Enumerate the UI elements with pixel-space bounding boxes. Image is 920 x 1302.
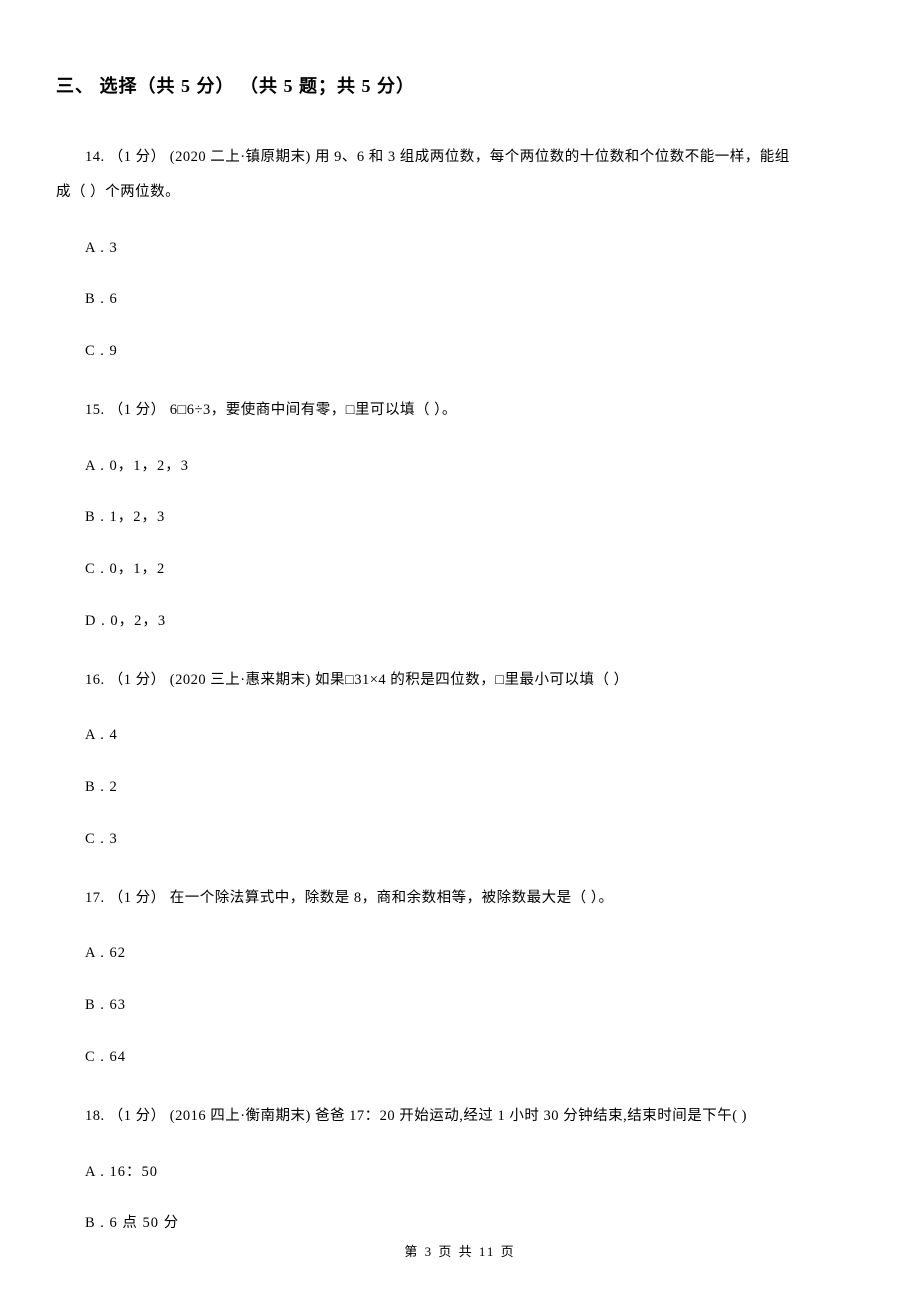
section-title: 三、 选择（共 5 分） （共 5 题；共 5 分）	[56, 72, 864, 98]
page-footer: 第 3 页 共 11 页	[0, 1241, 920, 1260]
question-14-option-a: A . 3	[56, 238, 864, 260]
question-15-option-c: C . 0，1，2	[56, 559, 864, 581]
question-15-text: 15. （1 分） 6□6÷3，要使商中间有零，□里可以填（ ）。	[56, 393, 864, 428]
question-15-option-b: B . 1，2，3	[56, 507, 864, 529]
question-18-option-a: A . 16：50	[56, 1162, 864, 1184]
question-16-option-a: A . 4	[56, 725, 864, 747]
question-18-option-b: B . 6 点 50 分	[56, 1213, 864, 1235]
question-15-option-a: A . 0，1，2，3	[56, 456, 864, 478]
question-14-text-line2: 成（ ）个两位数。	[56, 175, 864, 210]
question-17-option-a: A . 62	[56, 943, 864, 965]
question-17: 17. （1 分） 在一个除法算式中，除数是 8，商和余数相等，被除数最大是（ …	[56, 881, 864, 1069]
question-16: 16. （1 分） (2020 三上·惠来期末) 如果□31×4 的积是四位数，…	[56, 663, 864, 851]
question-14-option-b: B . 6	[56, 289, 864, 311]
question-14: 14. （1 分） (2020 二上·镇原期末) 用 9、6 和 3 组成两位数…	[56, 140, 864, 363]
question-16-option-b: B . 2	[56, 777, 864, 799]
question-17-option-b: B . 63	[56, 995, 864, 1017]
question-14-text-line1: 14. （1 分） (2020 二上·镇原期末) 用 9、6 和 3 组成两位数…	[56, 140, 864, 175]
question-17-option-c: C . 64	[56, 1047, 864, 1069]
question-17-text: 17. （1 分） 在一个除法算式中，除数是 8，商和余数相等，被除数最大是（ …	[56, 881, 864, 916]
question-15: 15. （1 分） 6□6÷3，要使商中间有零，□里可以填（ ）。 A . 0，…	[56, 393, 864, 633]
question-14-option-c: C . 9	[56, 341, 864, 363]
question-15-option-d: D . 0，2，3	[56, 611, 864, 633]
question-16-option-c: C . 3	[56, 829, 864, 851]
question-18-text: 18. （1 分） (2016 四上·衡南期末) 爸爸 17：20 开始运动,经…	[56, 1099, 864, 1134]
question-16-text: 16. （1 分） (2020 三上·惠来期末) 如果□31×4 的积是四位数，…	[56, 663, 864, 698]
question-18: 18. （1 分） (2016 四上·衡南期末) 爸爸 17：20 开始运动,经…	[56, 1099, 864, 1235]
